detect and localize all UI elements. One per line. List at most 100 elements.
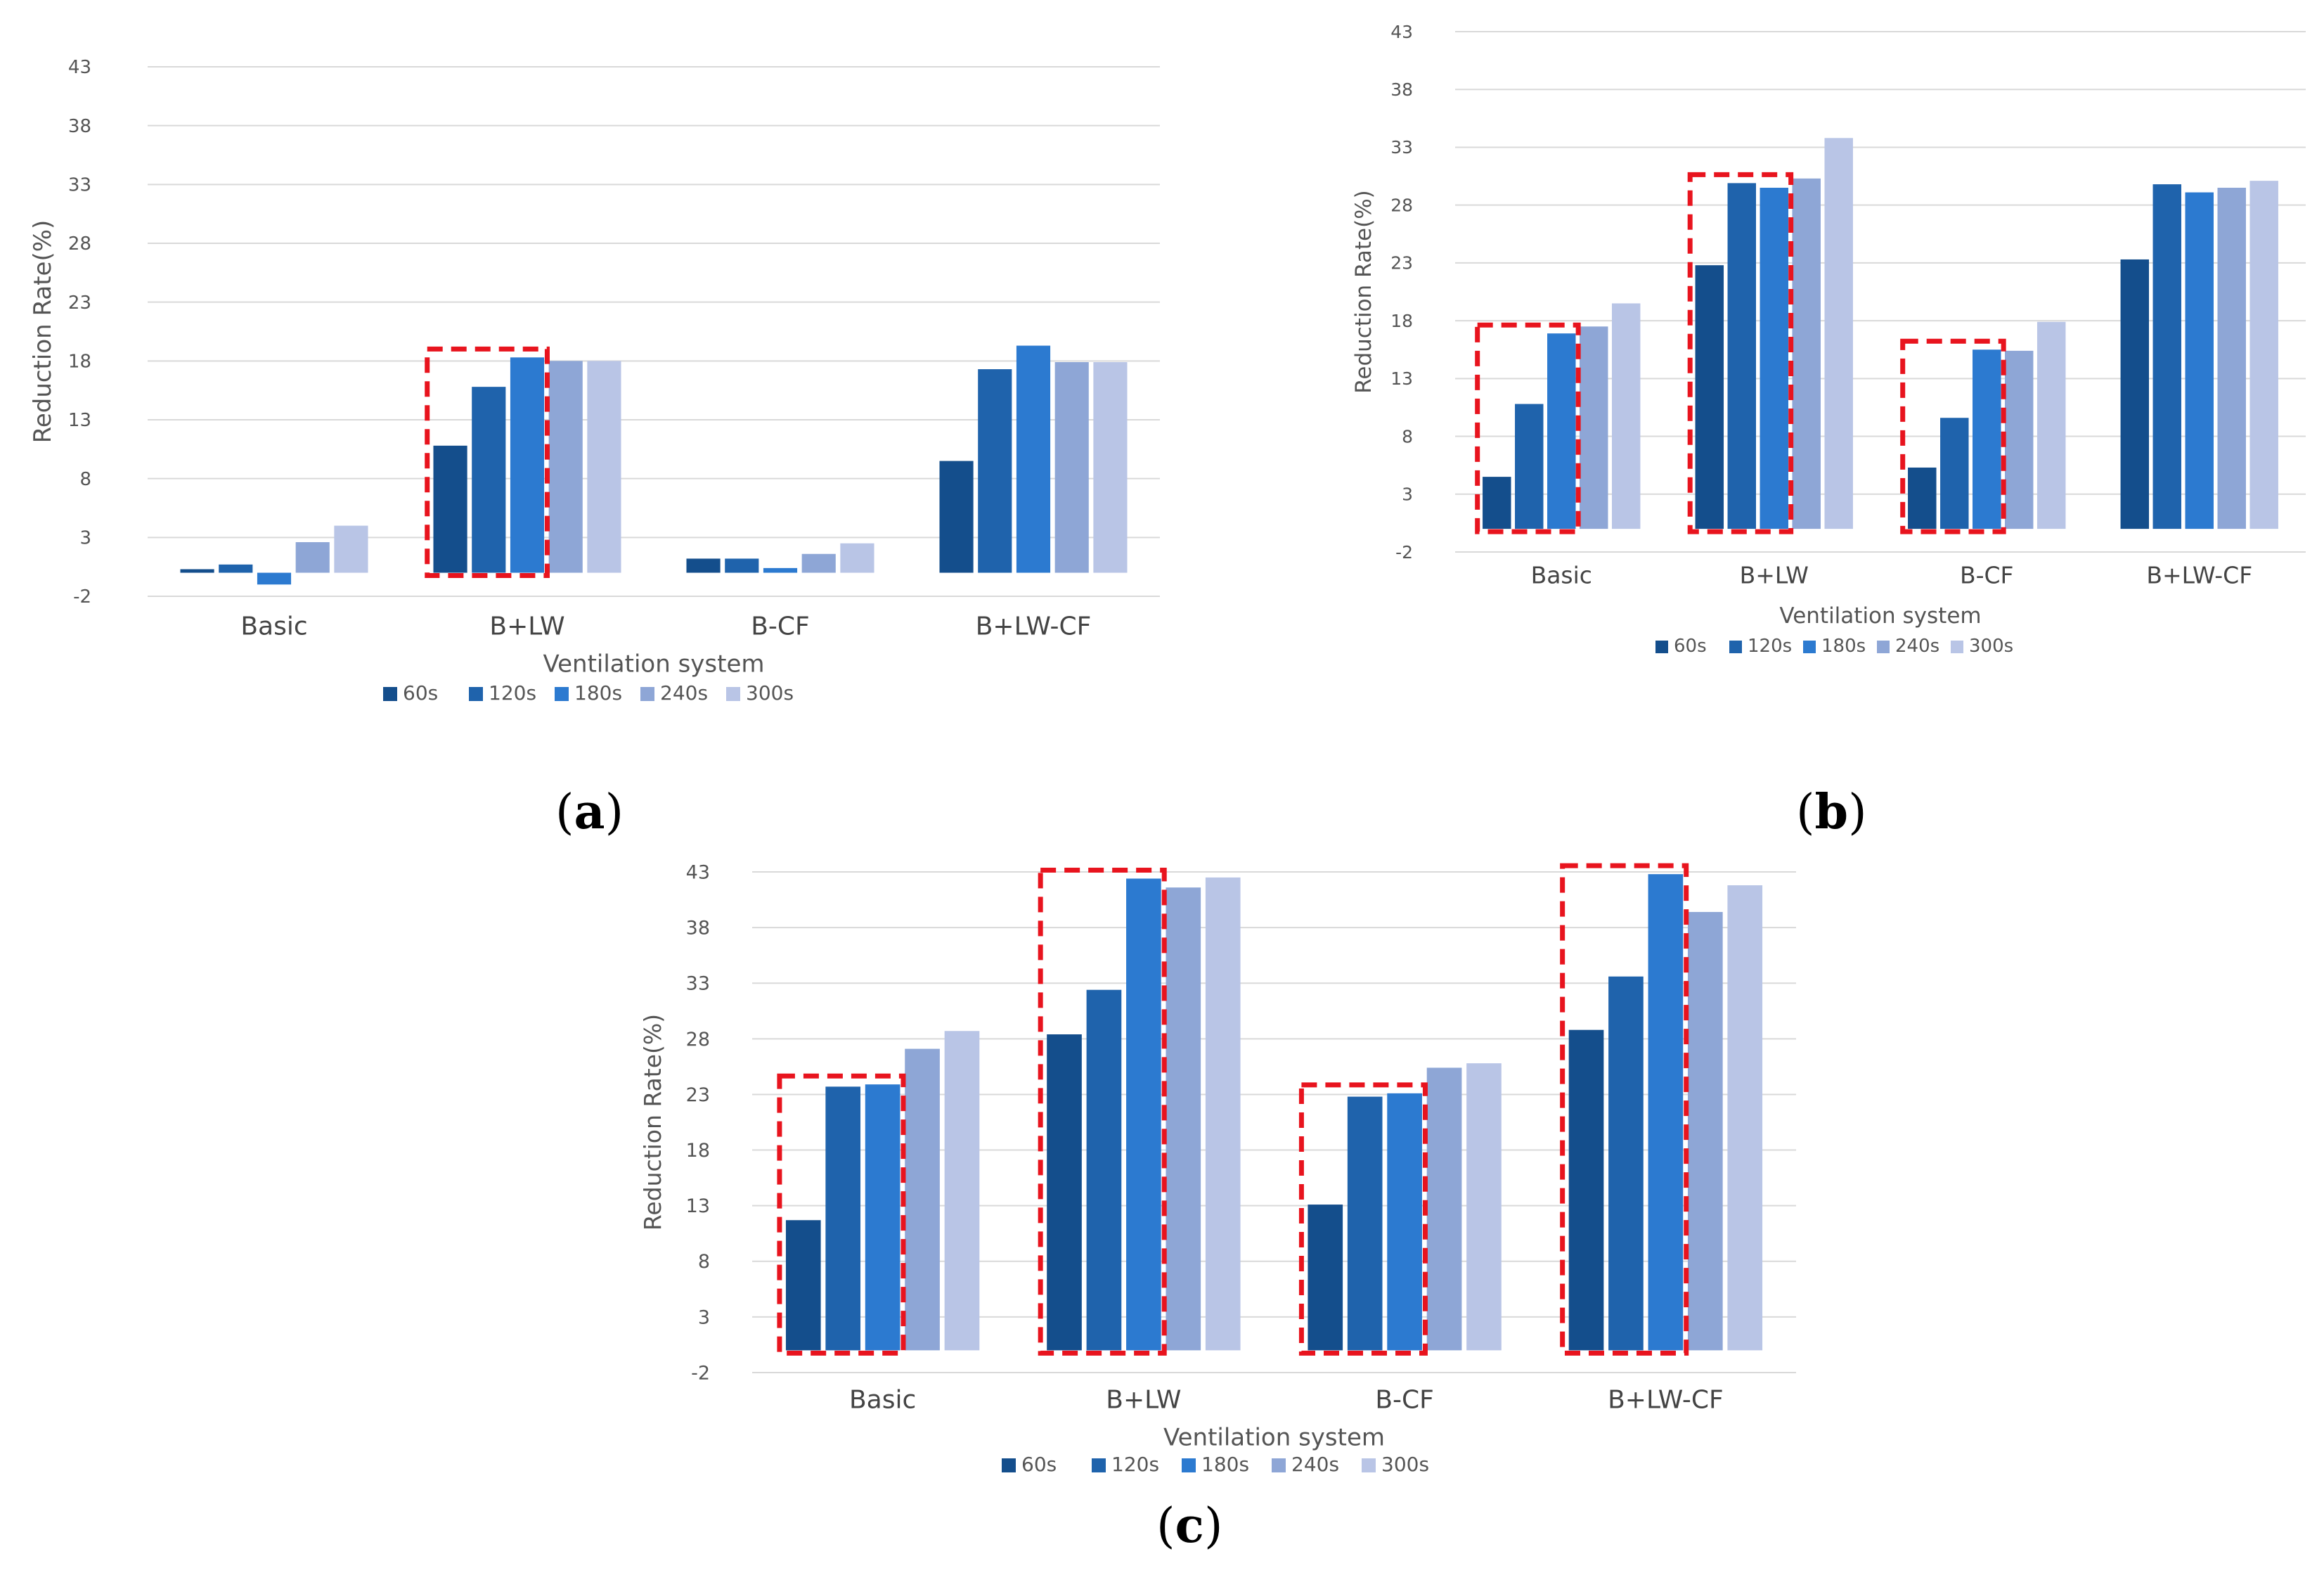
y-axis-title: Reduction Rate(%) [639, 1014, 666, 1231]
x-category-label: Basic [240, 612, 307, 641]
legend-label: 300s [1381, 1453, 1429, 1476]
bar [1579, 326, 1608, 529]
bar [1483, 477, 1511, 529]
y-tick-label: -2 [1395, 542, 1413, 563]
bar [1611, 303, 1641, 529]
bar [257, 572, 292, 585]
x-category-label: B-CF [751, 612, 810, 641]
y-tick-label: 18 [686, 1140, 710, 1162]
bar [1426, 1067, 1462, 1351]
bar [978, 369, 1012, 573]
legend-label: 60s [1674, 636, 1707, 657]
x-category-label: B+LW-CF [1608, 1385, 1724, 1414]
legend-label: 180s [574, 681, 622, 705]
y-tick-label: 8 [698, 1251, 710, 1273]
bar [1940, 418, 1969, 529]
legend-swatch [1272, 1458, 1286, 1472]
legend-label: 60s [403, 681, 438, 705]
legend-swatch [1092, 1458, 1106, 1472]
y-tick-label: 8 [79, 469, 91, 490]
x-category-label: Basic [1531, 562, 1592, 589]
legend-swatch [1002, 1458, 1016, 1472]
bar [1016, 345, 1051, 573]
legend-label: 240s [1291, 1453, 1339, 1476]
legend-swatch [1803, 641, 1816, 653]
bar [1387, 1093, 1422, 1351]
legend-swatch [383, 687, 397, 701]
x-axis-title: Ventilation system [543, 650, 765, 679]
chart-c: 43 38 33 28 23 18 13 8 3 -2 Basic B+LW B-CF B+LW-CF Ve… [639, 861, 1796, 1476]
y-tick-label: 28 [1390, 195, 1413, 215]
y-tick-label: 3 [1402, 484, 1413, 505]
y-tick-label: 8 [1402, 426, 1413, 447]
highlight-box [1560, 863, 1689, 1356]
x-axis-title: Ventilation system [1779, 603, 1981, 629]
y-tick-label: 13 [686, 1195, 710, 1217]
bar [2036, 321, 2066, 529]
highlight-box [1687, 172, 1794, 534]
y-tick-label: 23 [686, 1084, 710, 1106]
y-tick-label: 23 [1390, 253, 1413, 274]
bar [1695, 265, 1724, 529]
bar [1727, 885, 1763, 1351]
legend-swatch [1362, 1458, 1376, 1472]
legend-swatch [555, 687, 569, 701]
y-tick-label: 43 [686, 861, 710, 883]
y-tick-label: 38 [686, 918, 710, 939]
y-axis-title: Reduction Rate(%) [29, 220, 57, 444]
bar [1086, 989, 1122, 1351]
bar [785, 1220, 821, 1351]
y-tick-label: 38 [68, 116, 91, 137]
bar [2249, 181, 2278, 529]
legend-label: 180s [1821, 636, 1866, 657]
bar [1973, 349, 2001, 529]
bar [865, 1084, 900, 1351]
legend-swatch [1655, 641, 1668, 653]
bar [1792, 178, 1821, 529]
bar [939, 461, 974, 573]
bar [2185, 192, 2214, 529]
bar [1727, 183, 1757, 529]
panel-label-a: (a) [555, 784, 624, 840]
bar [905, 1048, 940, 1351]
panel-label-c: (c) [1156, 1498, 1223, 1554]
highlight-box [777, 1073, 906, 1356]
y-tick-label: 13 [1390, 368, 1413, 389]
legend-swatch [726, 687, 740, 701]
bar [1466, 1063, 1502, 1351]
chart-b: 43 38 33 28 23 18 13 8 3 -2 Basic B+LW B-CF B+LW-CF Ve… [1351, 22, 2306, 657]
bar [548, 361, 583, 573]
highlight-box [1038, 867, 1167, 1356]
bar [433, 445, 467, 573]
bar [1093, 362, 1128, 573]
legend-label: 120s [489, 681, 536, 705]
bar [763, 567, 798, 573]
x-category-label: B-CF [1375, 1385, 1434, 1414]
x-category-label: Basic [849, 1385, 916, 1414]
y-tick-label: 38 [1390, 79, 1413, 100]
bar [587, 361, 621, 573]
legend-label: 300s [1969, 636, 2013, 657]
bar [180, 569, 214, 573]
legend-label: 120s [1748, 636, 1792, 657]
bar [1648, 874, 1684, 1351]
y-tick-label: 28 [68, 233, 91, 255]
y-tick-label: 3 [698, 1306, 710, 1328]
bar [1824, 138, 1853, 529]
bar [725, 558, 759, 573]
bar [1347, 1096, 1383, 1351]
bar [1308, 1205, 1343, 1351]
bar [1126, 878, 1161, 1351]
highlight-box [425, 346, 550, 579]
bar [334, 525, 368, 573]
y-tick-label: 33 [686, 973, 710, 995]
x-category-label: B-CF [1960, 562, 2014, 589]
legend-label: 60s [1021, 1453, 1057, 1476]
bar [686, 558, 721, 573]
chart-a: 43 38 33 28 23 18 13 8 3 -2 Basic B+LW B-CF B+LW-CF Ve… [29, 57, 1160, 705]
bar [1205, 877, 1241, 1351]
legend-swatch [1877, 641, 1890, 653]
bar [1047, 1034, 1082, 1351]
x-category-label: B+LW [1106, 1385, 1181, 1414]
legend-swatch [640, 687, 654, 701]
